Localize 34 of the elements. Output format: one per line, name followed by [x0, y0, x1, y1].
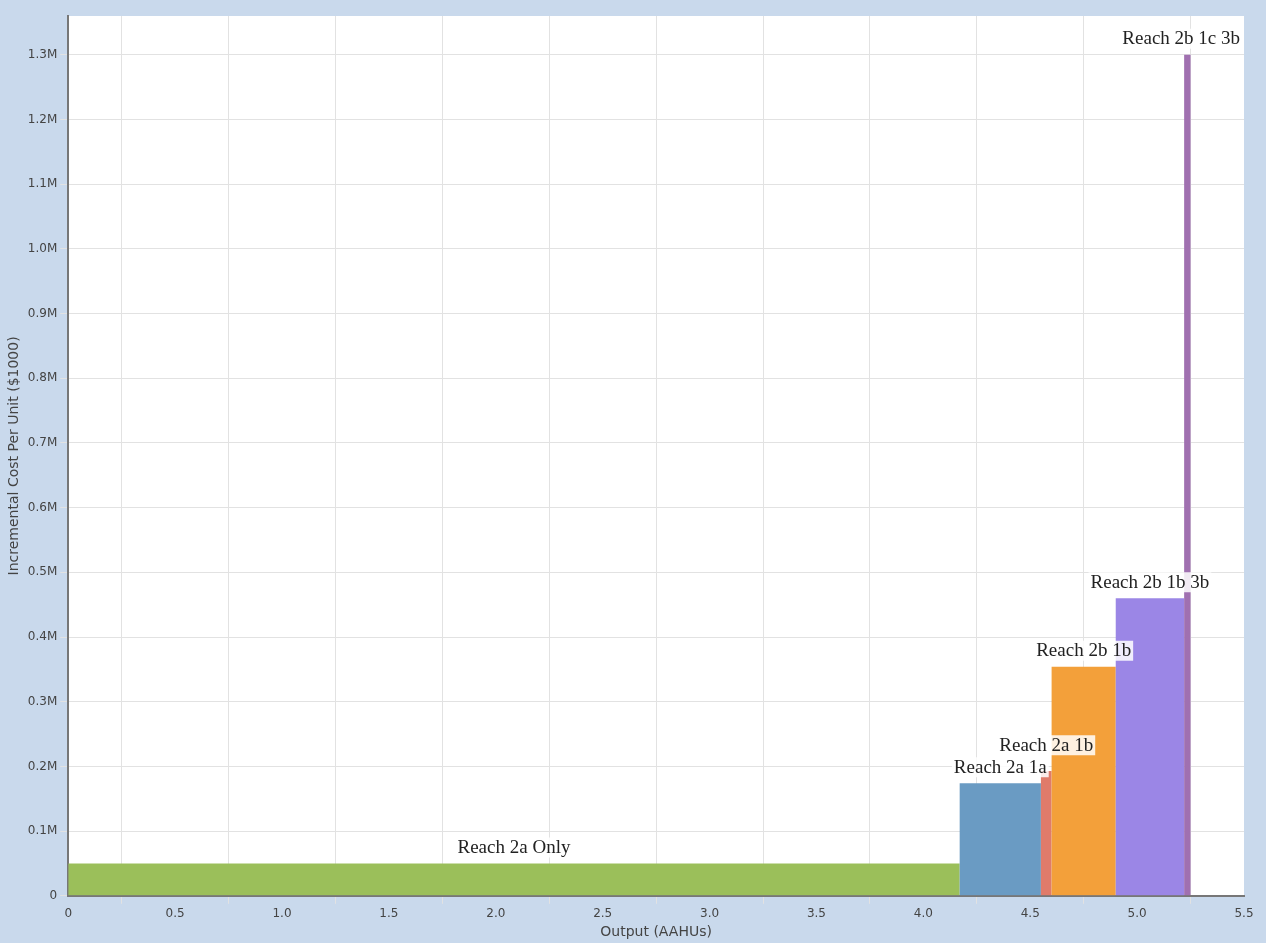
annotation: Reach 2a Only: [457, 835, 571, 857]
y-tick-label: 0.7M: [27, 435, 58, 450]
x-axis-title: Output (AAHUs): [600, 923, 712, 940]
annotation: Reach 2b 1c 3b: [1122, 27, 1240, 49]
y-tick-label: 0.4M: [27, 629, 58, 644]
y-tick-label: 0.8M: [27, 370, 58, 385]
x-tick-label: 0: [64, 906, 73, 921]
x-tick-label: 2.5: [593, 906, 613, 921]
x-tick-label: 4.5: [1020, 906, 1040, 921]
y-tick-label: 0.3M: [27, 693, 58, 708]
y-tick-label: 0.5M: [27, 564, 58, 579]
y-tick-label: 1.1M: [27, 176, 58, 191]
x-tick-label: 3.5: [806, 906, 826, 921]
y-tick-label: 0.9M: [27, 305, 58, 320]
x-tick-label: 2.0: [486, 906, 506, 921]
annotation: Reach 2a 1a: [953, 755, 1048, 777]
y-tick-label: 0.2M: [27, 758, 58, 773]
y-tick-label: 1.2M: [27, 111, 58, 126]
x-tick-label: 1.5: [379, 906, 399, 921]
annotation: Reach 2b 1b 3b: [1090, 570, 1210, 592]
annotation: Reach 2b 1b: [1036, 639, 1132, 661]
x-tick-label: 1.0: [272, 906, 292, 921]
y-tick-label: 0.1M: [27, 823, 58, 838]
x-tick-label: 0.5: [165, 906, 185, 921]
y-tick-label: 1.0M: [27, 241, 58, 256]
x-tick-label: 5.0: [1127, 906, 1147, 921]
x-tick-label: 3.0: [700, 906, 720, 921]
y-tick-label: 1.3M: [27, 46, 58, 61]
y-axis-title: Incremental Cost Per Unit ($1000): [5, 336, 22, 576]
x-tick-label: 4.0: [913, 906, 933, 921]
annotation: Reach 2a 1b: [999, 733, 1094, 755]
y-tick-label: 0: [49, 887, 58, 902]
y-tick-label: 0.6M: [27, 499, 58, 514]
x-tick-label: 5.5: [1234, 906, 1254, 921]
